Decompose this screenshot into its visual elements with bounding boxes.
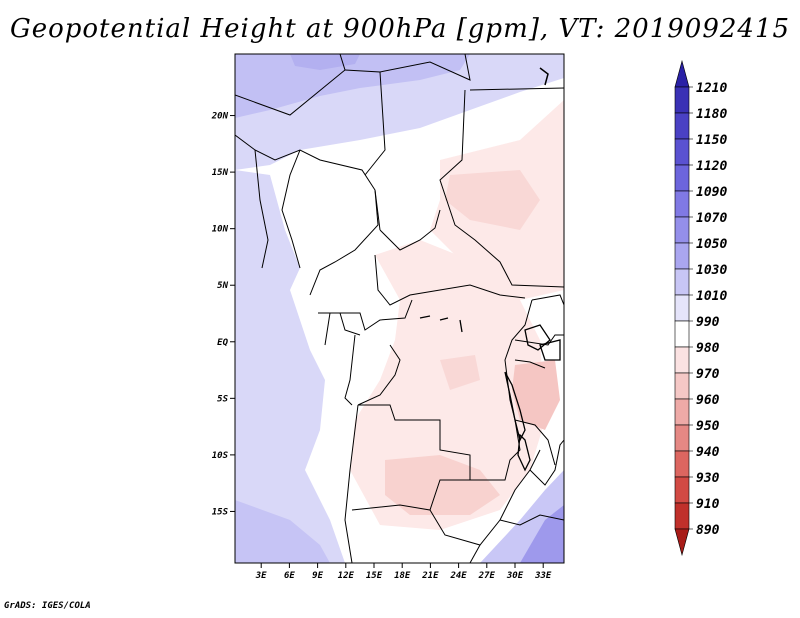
lat-label: 15S <box>212 507 229 517</box>
colorbar-label: 1210 <box>696 81 727 96</box>
colorbar-bin <box>674 424 690 452</box>
colorbar-bin <box>674 86 690 114</box>
colorbar-bin <box>674 398 690 426</box>
colorbar-bottom-arrow <box>674 528 690 557</box>
lat-label: 20N <box>211 112 229 122</box>
colorbar-label: 1030 <box>696 263 727 278</box>
latitude-labels: 20N 15N 10N 5N EQ 5S 10S 15S <box>211 112 235 517</box>
colorbar-top-arrow <box>674 59 690 88</box>
colorbar-label: 930 <box>696 471 720 486</box>
lon-label: 18E <box>394 571 411 581</box>
lon-label: 6E <box>284 571 295 581</box>
colorbar-bin <box>674 268 690 296</box>
colorbar-label: 990 <box>696 315 720 330</box>
colorbar-label: 1120 <box>696 159 727 174</box>
colorbar-bin <box>674 450 690 478</box>
colorbar-bin <box>674 320 690 348</box>
colorbar-bin <box>674 216 690 244</box>
lon-label: 30E <box>506 571 524 581</box>
lon-label: 33E <box>534 571 552 581</box>
colorbar-label: 980 <box>696 341 720 356</box>
colorbar-label: 1010 <box>696 289 727 304</box>
colorbar-label: 1180 <box>696 107 727 122</box>
colorbar-bin <box>674 502 690 530</box>
colorbar-label: 940 <box>696 445 720 460</box>
lon-label: 21E <box>421 571 439 581</box>
country-borders <box>235 54 564 563</box>
lat-label: 5N <box>217 281 228 291</box>
colorbar-legend: 1210 1180 1150 1120 1090 1070 1050 1030 1010 990 9… <box>674 59 727 557</box>
lat-label: 5S <box>217 394 228 404</box>
colorbar-bin <box>674 164 690 192</box>
grads-credit: GrADS: IGES/COLA <box>4 601 91 611</box>
longitude-labels: 3E 6E 9E 12E 15E 18E 21E 24E 27E 30E 33E <box>255 563 552 581</box>
colorbar-bin <box>674 346 690 374</box>
lat-label: 10N <box>212 225 229 235</box>
lon-label: 12E <box>338 571 355 581</box>
colorbar-label: 890 <box>696 523 720 538</box>
lon-label: 27E <box>478 571 496 581</box>
colorbar-label: 1090 <box>696 185 727 200</box>
lakes <box>419 67 561 472</box>
lat-label: EQ <box>217 338 228 348</box>
lon-label: 9E <box>312 571 323 581</box>
height-field <box>235 54 564 563</box>
colorbar-label: 970 <box>696 367 720 382</box>
map-title: Geopotential Height at 900hPa [gpm], VT:… <box>9 14 791 44</box>
colorbar-label: 1070 <box>696 211 727 226</box>
lon-label: 3E <box>255 571 267 581</box>
colorbar-label: 1150 <box>696 133 727 148</box>
colorbar-bin <box>674 112 690 140</box>
lat-label: 10S <box>212 451 229 461</box>
lon-label: 24E <box>449 571 467 581</box>
colorbar-label: 1050 <box>696 237 727 252</box>
lon-label: 15E <box>366 571 383 581</box>
colorbar-bin <box>674 294 690 322</box>
colorbar-bin <box>674 242 690 270</box>
colorbar-bin <box>674 372 690 400</box>
colorbar-label: 910 <box>696 497 720 512</box>
colorbar-label: 960 <box>696 393 720 408</box>
colorbar-bin <box>674 138 690 166</box>
map-frame <box>234 53 565 564</box>
colorbar-label: 950 <box>696 419 720 434</box>
colorbar-bin <box>674 476 690 504</box>
lat-label: 15N <box>212 168 229 178</box>
colorbar-bin <box>674 190 690 218</box>
